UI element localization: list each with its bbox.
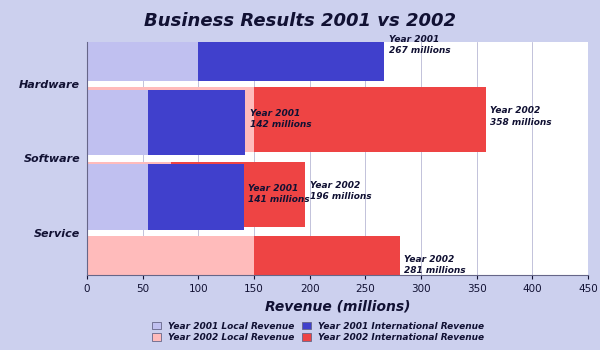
Text: Year 2002
281 millions: Year 2002 281 millions <box>404 256 466 275</box>
Bar <box>87 15 199 80</box>
Bar <box>199 15 384 80</box>
Text: Year 2001
267 millions: Year 2001 267 millions <box>389 35 451 55</box>
Bar <box>148 164 244 230</box>
Text: Year 2002
196 millions: Year 2002 196 millions <box>310 181 371 201</box>
Legend: Year 2001 Local Revenue, Year 2002 Local Revenue, Year 2001 International Revenu: Year 2001 Local Revenue, Year 2002 Local… <box>152 322 484 342</box>
Text: Business Results 2001 vs 2002: Business Results 2001 vs 2002 <box>144 12 456 30</box>
Text: Year 2001
142 millions: Year 2001 142 millions <box>250 109 311 129</box>
Bar <box>87 87 254 152</box>
Bar <box>254 236 400 301</box>
Bar <box>87 90 148 155</box>
Bar <box>254 87 485 152</box>
X-axis label: Revenue (millions): Revenue (millions) <box>265 299 410 313</box>
Text: Year 2002
358 millions: Year 2002 358 millions <box>490 106 551 127</box>
Bar <box>170 162 305 227</box>
Bar <box>87 236 254 301</box>
Bar <box>148 90 245 155</box>
Bar <box>87 162 170 227</box>
Bar <box>87 164 148 230</box>
Text: Year 2001
141 millions: Year 2001 141 millions <box>248 184 310 204</box>
